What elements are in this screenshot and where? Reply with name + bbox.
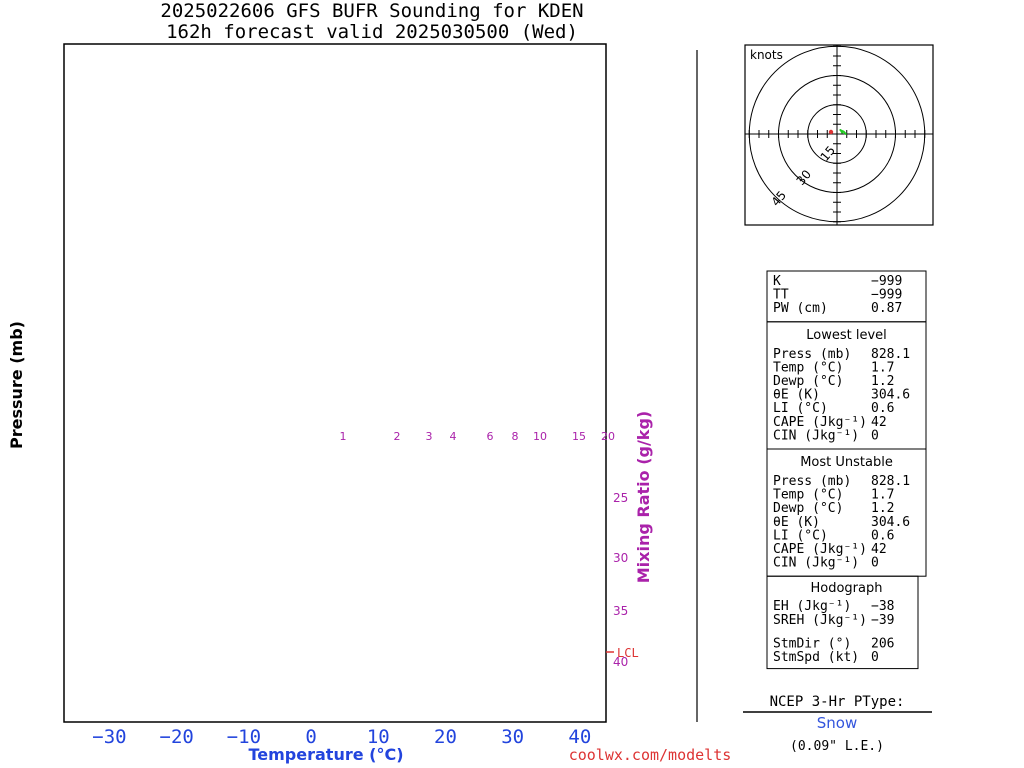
indices-hodo-header: Hodograph (811, 581, 883, 596)
hodograph-trace (839, 129, 847, 135)
temp-tick-label: 40 (568, 726, 591, 748)
indices-hodo-value: 206 (871, 636, 894, 651)
indices-lowest-value: 0.6 (871, 401, 894, 416)
temp-tick-label: 30 (501, 726, 524, 748)
theta-e-labels: 25 30 35 40 (613, 491, 628, 669)
indices-lowest-value: 1.2 (871, 374, 894, 389)
lcl-label: LCL (617, 646, 639, 660)
theta-e-label-35: 35 (613, 604, 628, 618)
temp-tick-label: −20 (160, 726, 194, 748)
indices-hodo-label: StmDir (°) (773, 636, 851, 651)
mixing-tick-10: 10 (533, 430, 547, 443)
indices-unstable-value: 1.7 (871, 488, 894, 503)
title-line-2: 162h forecast valid 2025030500 (Wed) (166, 21, 578, 43)
indices-unstable-label: CAPE (Jkg⁻¹) (773, 542, 867, 557)
theta-e-label-40: 40 (613, 655, 628, 669)
indices-lowest-value: 42 (871, 415, 887, 430)
y-axis-label: Pressure (mb) (7, 321, 26, 449)
indices-general-label: PW (cm) (773, 301, 828, 316)
indices-general-label: TT (773, 288, 789, 303)
indices-unstable-value: 828.1 (871, 474, 910, 489)
indices-unstable-header: Most Unstable (800, 455, 893, 470)
temperature-tick-labels: −30 −20 −10 0 10 20 30 40 (92, 726, 591, 748)
mixing-tick-8: 8 (512, 430, 519, 443)
indices-general-value: −999 (871, 288, 902, 303)
ptype-value: Snow (817, 714, 857, 732)
mixing-tick-3: 3 (426, 430, 433, 443)
indices-lowest-label: LI (°C) (773, 401, 828, 416)
plot-frame (63, 43, 607, 723)
indices-lowest-value: 0 (871, 428, 879, 443)
indices-hodo-label: EH (Jkg⁻¹) (773, 599, 851, 614)
indices-unstable-label: Press (mb) (773, 474, 851, 489)
indices-unstable-label: θE (K) (773, 515, 820, 530)
indices-hodo-value: −39 (871, 613, 894, 628)
temp-tick-label: −10 (227, 726, 261, 748)
indices-general-label: K (773, 274, 781, 289)
temp-tick-label: 20 (434, 726, 457, 748)
indices-general-value: 0.87 (871, 301, 902, 316)
indices-unstable-label: Temp (°C) (773, 488, 843, 503)
mixing-tick-2: 2 (394, 430, 401, 443)
mixing-ratio-axis-label: Mixing Ratio (g/kg) (634, 411, 653, 583)
theta-e-label-25: 25 (613, 491, 628, 505)
indices-unstable-label: LI (°C) (773, 528, 828, 543)
indices-general-value: −999 (871, 274, 902, 289)
hodograph (745, 45, 933, 225)
ptype-header: NCEP 3-Hr PType: (770, 694, 905, 710)
hodograph-units: knots (750, 48, 783, 62)
mixing-ratio-labels: 1 2 3 4 6 8 10 15 20 (340, 430, 616, 443)
indices-lowest-label: CAPE (Jkg⁻¹) (773, 415, 867, 430)
mixing-tick-6: 6 (487, 430, 494, 443)
indices-hodo-label: StmSpd (kt) (773, 650, 859, 665)
indices-lowest-value: 828.1 (871, 347, 910, 362)
indices-unstable-value: 0 (871, 556, 879, 571)
x-axis-label: Temperature (°C) (248, 745, 403, 764)
indices-lowest-label: θE (K) (773, 388, 820, 403)
ptype-amount: (0.09" L.E.) (790, 739, 884, 754)
indices-lowest-value: 1.7 (871, 360, 894, 375)
indices-unstable-value: 42 (871, 542, 887, 557)
indices-lowest-header: Lowest level (806, 328, 887, 343)
indices-hodo-box (766, 575, 919, 670)
indices-hodo-value: −38 (871, 599, 894, 614)
indices-unstable-value: 0.6 (871, 528, 894, 543)
indices-table: K −999 TT −999 PW (cm) 0.87 Lowest level Press … (766, 270, 927, 670)
indices-unstable-label: CIN (Jkg⁻¹) (773, 556, 859, 571)
indices-unstable-value: 304.6 (871, 515, 910, 530)
indices-lowest-label: Temp (°C) (773, 360, 843, 375)
title-line-1: 2025022606 GFS BUFR Sounding for KDEN (160, 0, 583, 22)
indices-unstable-value: 1.2 (871, 501, 894, 516)
temp-tick-label: 0 (305, 726, 316, 748)
mixing-tick-15: 15 (572, 430, 586, 443)
indices-lowest-label: Dewp (°C) (773, 374, 843, 389)
indices-hodo-value: 0 (871, 650, 879, 665)
indices-lowest-label: CIN (Jkg⁻¹) (773, 428, 859, 443)
mixing-tick-1: 1 (340, 430, 347, 443)
temp-tick-label: 10 (367, 726, 390, 748)
temp-tick-label: −30 (92, 726, 126, 748)
mixing-tick-4: 4 (450, 430, 457, 443)
hodograph-storm-motion (828, 129, 834, 135)
indices-hodo-label: SREH (Jkg⁻¹) (773, 613, 867, 628)
credit-text: coolwx.com/modelts (569, 746, 732, 764)
indices-lowest-label: Press (mb) (773, 347, 851, 362)
indices-lowest-value: 304.6 (871, 388, 910, 403)
indices-unstable-label: Dewp (°C) (773, 501, 843, 516)
theta-e-label-30: 30 (613, 551, 628, 565)
mixing-tick-20: 20 (601, 430, 615, 443)
